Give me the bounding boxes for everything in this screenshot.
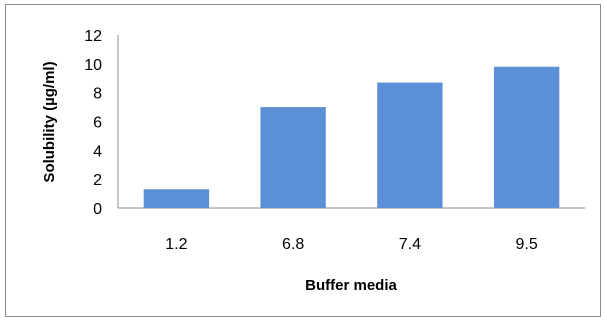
x-tick-label: 7.4	[399, 236, 421, 253]
x-tick-label: 9.5	[516, 236, 538, 253]
y-tick-label: 0	[93, 201, 102, 218]
y-axis-title: Solubility (µg/ml)	[41, 61, 58, 182]
bar-1.2	[143, 189, 210, 208]
bar-7.4	[377, 82, 443, 208]
bar-6.8	[260, 107, 326, 208]
y-tick-labels: 0 2 4 6 8 10 12	[84, 28, 102, 218]
y-tick-label: 8	[93, 86, 102, 103]
x-tick-label: 1.2	[165, 236, 187, 253]
y-tick-label: 2	[93, 172, 102, 189]
x-axis-title: Buffer media	[305, 277, 397, 294]
y-tick-label: 10	[84, 57, 102, 74]
y-tick-label: 12	[84, 28, 102, 45]
y-tick-label: 6	[93, 115, 102, 132]
bars	[143, 66, 560, 208]
x-tick-label: 6.8	[282, 236, 304, 253]
x-tick-labels: 1.2 6.8 7.4 9.5	[165, 236, 538, 253]
y-tick-label: 4	[93, 143, 102, 160]
bar-9.5	[493, 66, 560, 208]
